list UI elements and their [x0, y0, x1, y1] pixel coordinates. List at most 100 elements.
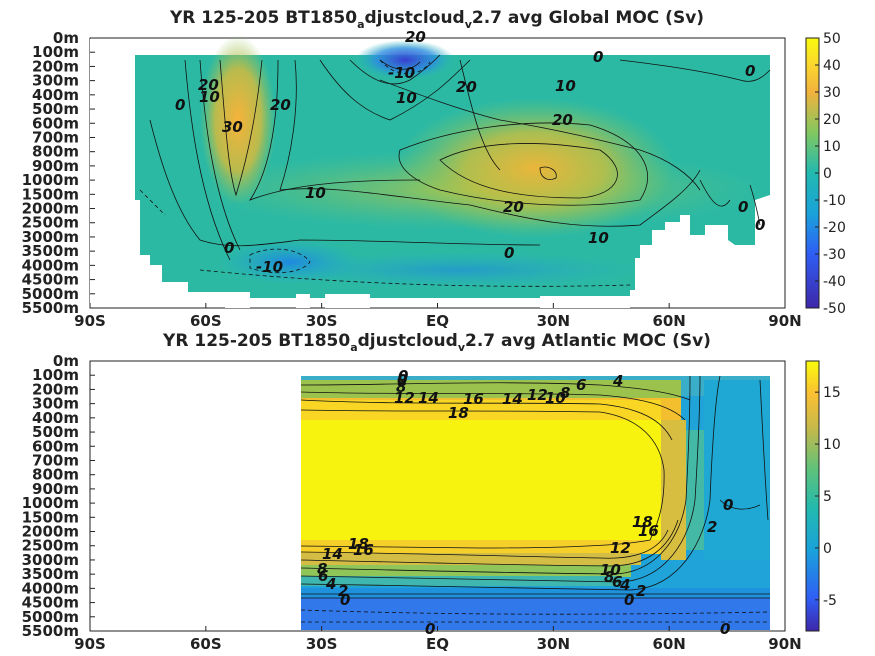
y-tick-label: 4500m — [22, 271, 79, 289]
x-tick-label: EQ — [426, 635, 449, 653]
colorbar-tick-label: 30 — [823, 85, 841, 101]
y-tick-label: 100m — [32, 43, 79, 61]
atlantic-contour-label: 16 — [638, 522, 659, 540]
y-tick-label: 0m — [53, 352, 79, 370]
global-contour-labels: 20 -10 0 20 10 10 20 20 20 0 30 10 0 20 … — [175, 28, 765, 276]
y-tick-label: 2000m — [22, 523, 79, 541]
global-contour-label: -10 — [388, 64, 415, 82]
x-tick-label: EQ — [426, 312, 449, 330]
global-contour-label: 10 — [305, 184, 326, 202]
atlantic-contour-label: 0 — [398, 367, 408, 385]
colorbar-tick-label: -20 — [823, 220, 846, 236]
atlantic-colorbar-ticks: 15 10 5 0 -5 — [815, 385, 841, 609]
y-tick-label: 1500m — [22, 185, 79, 203]
y-tick-label: 400m — [32, 409, 79, 427]
atlantic-contour-label: 8 — [396, 378, 406, 396]
global-contour-label: -10 — [256, 258, 283, 276]
atlantic-aabw-cell — [301, 596, 770, 630]
atlantic-contour-label: 18 — [348, 535, 369, 553]
global-colorbar-ticks: 50 40 30 20 10 0 -10 -20 -30 -40 -50 — [815, 31, 846, 317]
atlantic-contour-label: 4 — [619, 576, 630, 594]
atlantic-negative-contours — [300, 609, 771, 623]
y-tick-label: 900m — [32, 480, 79, 498]
x-tick-label: 30N — [537, 635, 570, 653]
atlantic-contour-label: 4 — [612, 372, 623, 390]
colorbar-tick-label: 15 — [823, 385, 841, 401]
colorbar-tick-label: -5 — [823, 593, 837, 609]
atlantic-contour-label: 0 — [397, 371, 407, 389]
y-tick-label: 5000m — [22, 608, 79, 626]
y-tick-label: 1500m — [22, 508, 79, 526]
colorbar-tick-label: 0 — [823, 166, 832, 182]
global-contour-label: 10 — [555, 77, 576, 95]
y-tick-label: 3000m — [22, 228, 79, 246]
global-nh-cell — [395, 98, 675, 238]
y-tick-label: 400m — [32, 86, 79, 104]
x-tick-label: 60S — [190, 635, 222, 653]
global-contour-label: 20 — [198, 76, 219, 94]
x-tick-label: 30S — [306, 312, 338, 330]
colorbar-tick-label: -10 — [823, 193, 846, 209]
global-title: YR 125-205 BT1850adjustcloudv2.7 avg Glo… — [169, 8, 704, 31]
y-tick-label: 900m — [32, 157, 79, 175]
colorbar-tick-label: 5 — [823, 489, 832, 505]
atlantic-contour-label: 2 — [338, 582, 348, 600]
global-contour-label: 10 — [396, 89, 417, 107]
atlantic-contours — [300, 375, 770, 599]
global-contour-label: 20 — [405, 28, 426, 46]
atlantic-contour-label: 0 — [720, 620, 730, 638]
x-tick-label: 60S — [190, 312, 222, 330]
atlantic-contour-label: 14 — [322, 545, 343, 563]
x-tick-label: 30N — [537, 312, 570, 330]
y-tick-label: 200m — [32, 57, 79, 75]
atlantic-contour-label: 8 — [560, 384, 570, 402]
y-tick-label: 200m — [32, 380, 79, 398]
global-contour-label: 30 — [222, 118, 243, 136]
global-contour-label: 20 — [552, 111, 573, 129]
global-contour-label: 0 — [504, 244, 514, 262]
atlantic-contour-labels: 0 8 12 14 16 14 12 10 8 6 4 18 18 16 18 … — [317, 367, 733, 638]
global-contour-label: 20 — [270, 96, 291, 114]
y-tick-label: 700m — [32, 451, 79, 469]
global-stc-cell — [355, 40, 455, 80]
atlantic-contour-label: 8 — [317, 560, 327, 578]
y-tick-label: 3000m — [22, 551, 79, 569]
y-tick-label: 300m — [32, 72, 79, 90]
colorbar-tick-label: 50 — [823, 31, 841, 47]
y-tick-label: 1000m — [22, 494, 79, 512]
colorbar-tick-label: 0 — [823, 541, 832, 557]
colorbar-tick-label: -50 — [823, 301, 846, 317]
atlantic-contour-label: 6 — [318, 567, 328, 585]
y-tick-label: 800m — [32, 466, 79, 484]
atlantic-contour-label: 12 — [394, 389, 415, 407]
atlantic-contour-label: 0 — [723, 496, 733, 514]
x-tick-label: 90S — [74, 635, 106, 653]
atlantic-contour-label: 16 — [463, 390, 484, 408]
y-tick-label: 600m — [32, 437, 79, 455]
atlantic-contour-label: 14 — [502, 390, 523, 408]
atlantic-contour-label: 12 — [527, 386, 548, 404]
atlantic-amoc-core — [301, 420, 663, 542]
colorbar-tick-label: -40 — [823, 274, 846, 290]
x-tick-label: 60N — [652, 312, 685, 330]
atlantic-contour-label: 0 — [340, 591, 350, 609]
global-y-ticks: 0m100m200m300m400m500m600m700m800m900m10… — [22, 29, 95, 317]
colorbar-tick-label: 10 — [823, 437, 841, 453]
atlantic-contour-label: 2 — [707, 518, 717, 536]
atlantic-contour-label: 18 — [448, 404, 469, 422]
atlantic-contour-label: 14 — [418, 389, 439, 407]
y-tick-label: 4000m — [22, 579, 79, 597]
y-tick-label: 4000m — [22, 256, 79, 274]
atlantic-contour-label: 0 — [624, 591, 634, 609]
global-contour-label: 0 — [745, 62, 755, 80]
y-tick-label: 2500m — [22, 214, 79, 232]
global-contour-label: 10 — [588, 229, 609, 247]
global-deacon-cell — [200, 35, 276, 205]
y-tick-label: 4500m — [22, 594, 79, 612]
atlantic-colorbar: 15 10 5 0 -5 — [805, 360, 841, 632]
global-contour-label: 20 — [456, 78, 477, 96]
global-contour-label: 0 — [224, 239, 234, 257]
global-colorbar: 50 40 30 20 10 0 -10 -20 -30 -40 -50 — [805, 31, 846, 317]
global-x-ticks: 90S 60S 30S EQ 30N 60N 90N — [74, 303, 802, 330]
global-contours — [149, 54, 771, 261]
